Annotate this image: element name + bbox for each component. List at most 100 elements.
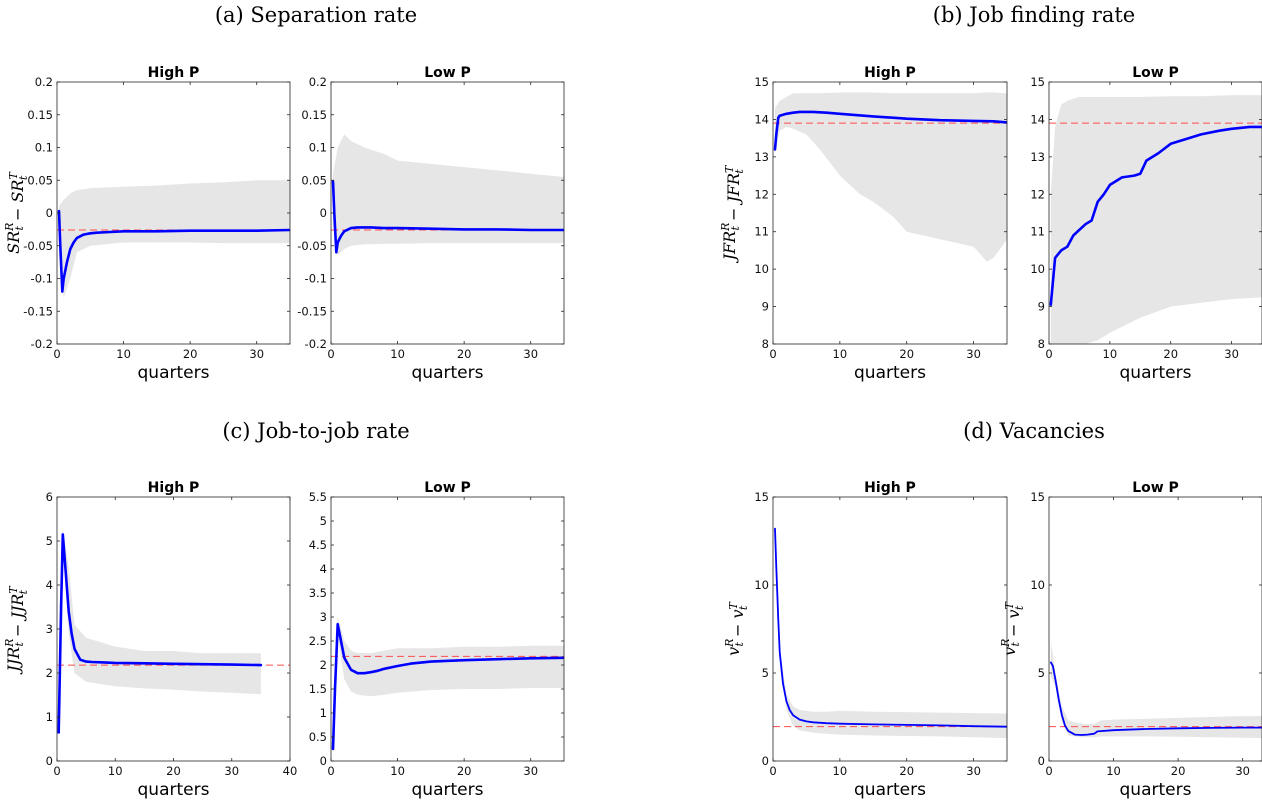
y-tick-label: 0.1 [309, 141, 327, 155]
y-tick-label: 10 [1030, 578, 1045, 592]
impulse-response-line [1049, 125, 1262, 307]
subplot-title: High P [148, 65, 200, 81]
axes-frame [772, 496, 1008, 762]
y-tick-label: 10 [754, 578, 769, 592]
subplot-3: 0 10 20 30 8 9 10 11 12 13 14 15 Low P quarters [1030, 65, 1262, 383]
x-tick-label: 0 [53, 764, 60, 778]
y-tick-label: 14 [754, 112, 769, 126]
subplot-title: Low P [424, 480, 471, 496]
y-tick-label: 5 [762, 666, 769, 680]
subplot-5: 0 10 20 30 0 0.5 1 1.5 2 2.5 3 3.5 4 4.5 5 5.5 Low P quar… [309, 480, 565, 800]
x-tick-label: 20 [1163, 347, 1178, 361]
axes-frame [1048, 81, 1262, 345]
y-tick-label: 2 [320, 658, 327, 672]
confidence-band [59, 180, 290, 299]
panel-d-title: (d) Vacancies [963, 419, 1105, 443]
confidence-band [775, 526, 1007, 739]
x-tick-label: 30 [1235, 764, 1250, 778]
x-tick-label: 10 [1106, 764, 1121, 778]
subplot-4: 0 10 20 30 40 0 1 2 3 4 5 6 High P quarters JJRRt − JJ… [3, 480, 297, 800]
subplot-7: 0 10 20 30 0 5 10 15 Low P quarters vRt − vTt [999, 480, 1262, 800]
y-tick-label: -0.1 [31, 272, 53, 286]
impulse-response-line [331, 622, 564, 751]
y-tick-label: 5 [1038, 666, 1045, 680]
x-tick-label: 0 [1045, 347, 1052, 361]
x-tick-label: 0 [769, 347, 776, 361]
x-axis-label: quarters [1120, 780, 1192, 800]
x-axis-label: quarters [1120, 363, 1192, 383]
y-tick-label: 3.5 [309, 586, 327, 600]
y-tick-label: -0.2 [31, 337, 53, 351]
x-tick-label: 0 [53, 347, 60, 361]
confidence-band [333, 617, 564, 752]
y-tick-label: 0.1 [35, 141, 53, 155]
y-tick-label: 0.5 [309, 730, 327, 744]
subplot-title: Low P [424, 65, 471, 81]
y-tick-label: 0.15 [27, 108, 53, 122]
y-tick-label: 9 [1038, 300, 1045, 314]
y-tick-label: 1.5 [309, 682, 327, 696]
y-tick-label: 0 [1038, 754, 1045, 768]
y-tick-label: 10 [1030, 262, 1045, 276]
x-tick-label: 30 [523, 347, 538, 361]
x-tick-label: 30 [249, 347, 264, 361]
x-tick-label: 0 [327, 347, 334, 361]
axes-frame [330, 496, 565, 762]
y-tick-label: 0 [320, 754, 327, 768]
y-tick-label: 0.05 [27, 173, 53, 187]
y-tick-label: -0.2 [305, 337, 327, 351]
axes-frame [772, 81, 1008, 345]
subplot-title: High P [864, 65, 916, 81]
y-tick-label: -0.15 [23, 304, 53, 318]
x-tick-label: 40 [283, 764, 298, 778]
x-tick-label: 10 [1103, 347, 1118, 361]
y-tick-label: 5.5 [309, 490, 327, 504]
x-tick-label: 20 [899, 347, 914, 361]
x-tick-label: 30 [224, 764, 239, 778]
x-tick-label: 0 [769, 764, 776, 778]
y-tick-label: 15 [1030, 490, 1045, 504]
subplot-1: 0 10 20 30 -0.2 -0.15 -0.1 -0.05 0 0.05 0.1 0.15 0.2… [297, 65, 565, 383]
impulse-response-line [774, 527, 1007, 728]
impulse-response-line [57, 533, 263, 734]
x-tick-label: 30 [523, 764, 538, 778]
y-tick-label: 0.2 [35, 75, 53, 89]
panel-c-title: (c) Job-to-job rate [222, 419, 409, 443]
panel-a-title: (a) Separation rate [215, 3, 417, 27]
x-tick-label: 20 [457, 347, 472, 361]
x-tick-label: 10 [390, 764, 405, 778]
subplot-6: 0 10 20 30 0 5 10 15 High P quarters vRt − vTt [723, 480, 1008, 800]
y-tick-label: 13 [1030, 150, 1045, 164]
subplot-2: 0 10 20 30 8 9 10 11 12 13 14 15 High P quarters JFRRt… [719, 65, 1008, 383]
y-tick-label: 15 [754, 75, 769, 89]
y-tick-label: 3 [320, 610, 327, 624]
y-tick-label: 2 [46, 666, 53, 680]
y-tick-label: 10 [754, 262, 769, 276]
y-tick-label: 0 [762, 754, 769, 768]
subplots: 0 10 20 30-0.2-0.15-0.1-0.0500.050.10.150.2… [3, 65, 1262, 800]
y-tick-label: 4 [320, 562, 327, 576]
confidence-band [333, 134, 564, 256]
x-tick-label: 30 [1224, 347, 1239, 361]
y-tick-label: 4 [46, 578, 53, 592]
x-axis-label: quarters [854, 780, 926, 800]
y-tick-label: 11 [1030, 225, 1045, 239]
y-tick-label: 6 [46, 490, 53, 504]
x-tick-label: 20 [183, 347, 198, 361]
impulse-response-line [1050, 661, 1262, 736]
x-axis-label: quarters [412, 363, 484, 383]
y-tick-label: 0.2 [309, 75, 327, 89]
panel-b-title: (b) Job finding rate [933, 3, 1135, 27]
x-axis-label: quarters [138, 363, 210, 383]
subplot-0: 0 10 20 30 -0.2 -0.15 -0.1 -0.05 0 0.05 0.1 0.15 0.2… [3, 65, 291, 383]
confidence-band [1050, 641, 1262, 739]
y-tick-label: 5 [46, 534, 53, 548]
axes-frame [1048, 496, 1262, 762]
y-tick-label: -0.05 [297, 239, 327, 253]
x-tick-label: 30 [966, 764, 981, 778]
x-tick-label: 20 [457, 764, 472, 778]
y-tick-label: 13 [754, 150, 769, 164]
y-tick-label: 5 [320, 514, 327, 528]
y-tick-label: 8 [1038, 337, 1045, 351]
subplot-title: Low P [1132, 480, 1179, 496]
